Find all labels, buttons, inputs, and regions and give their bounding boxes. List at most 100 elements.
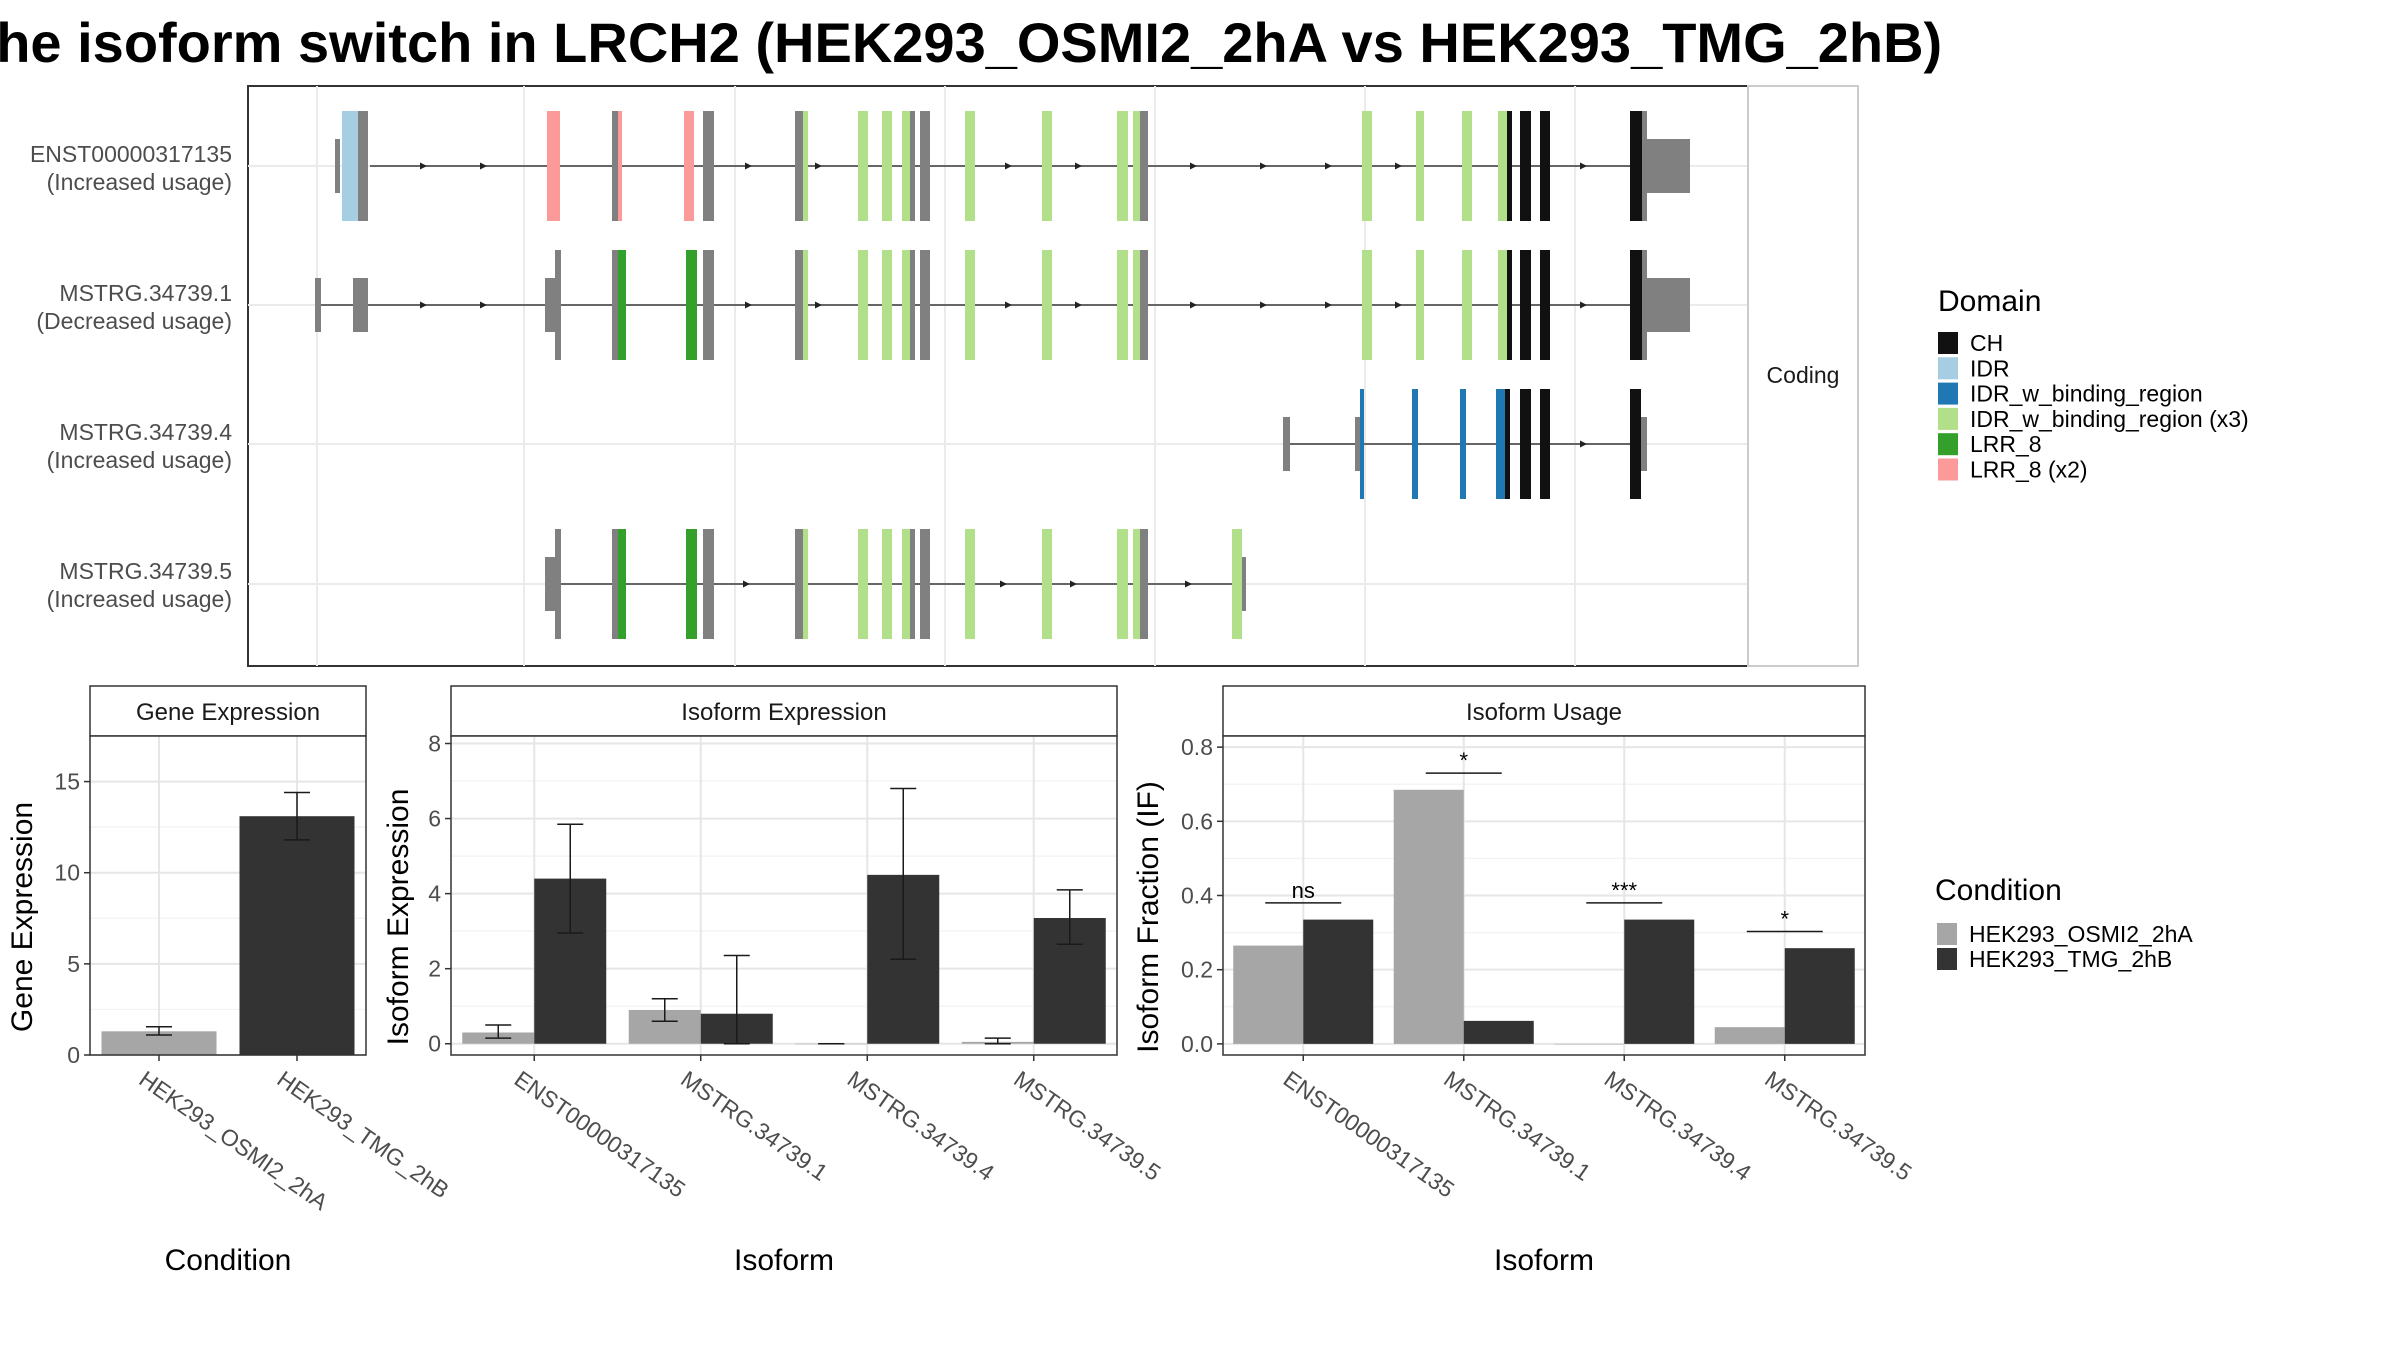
exon-block-1-11 — [920, 250, 930, 360]
isoform-expression-xlabel: Isoform — [734, 1244, 834, 1277]
exon-block-1-2 — [618, 250, 626, 360]
exon-block-2-7 — [1630, 389, 1641, 499]
intron-arrow-0-9 — [1395, 162, 1402, 170]
intron-arrow-0-8 — [1325, 162, 1332, 170]
intron-arrow-0-5 — [1075, 162, 1082, 170]
p2-xtick-label-2: MSTRG.34739.4 — [1600, 1066, 1756, 1186]
domain-legend-key-3 — [1938, 407, 1958, 430]
transcript-track-0 — [335, 111, 1690, 221]
exon-block-1-12 — [965, 250, 975, 360]
exon-block-0-18 — [1140, 111, 1148, 221]
gene-expression-xlabel: Condition — [165, 1244, 292, 1277]
exon-block-1-5 — [795, 250, 806, 360]
p0-bar-0-1 — [239, 816, 355, 1055]
exon-block-3-10 — [910, 529, 915, 639]
utr-block-0-0 — [335, 139, 340, 193]
intron-arrow-1-3 — [815, 301, 822, 309]
intron-arrow-1-10 — [1580, 301, 1587, 309]
domain-legend-key-0 — [1938, 332, 1958, 354]
isoform-usage-3: (Increased usage) — [47, 586, 232, 612]
exon-block-3-13 — [1042, 529, 1052, 639]
intron-arrow-1-0 — [420, 301, 427, 309]
exon-block-1-15 — [1133, 250, 1140, 360]
exon-block-0-24 — [1520, 111, 1531, 221]
p2-ytick-label-1: 0.2 — [1181, 957, 1213, 983]
utr-block-3-0 — [545, 557, 555, 611]
p2-ytick-label-2: 0.4 — [1181, 883, 1213, 909]
intron-arrow-1-1 — [480, 301, 487, 309]
exon-block-0-16 — [1117, 111, 1128, 221]
intron-arrow-0-1 — [480, 162, 487, 170]
exon-block-0-13 — [920, 111, 930, 221]
intron-arrow-3-3 — [1185, 580, 1192, 588]
page-title: The isoform switch in LRCH2 (HEK293_OSMI… — [0, 11, 1943, 74]
p2-xtick-label-1: MSTRG.34739.1 — [1439, 1066, 1595, 1186]
structure-strip — [1747, 85, 1859, 667]
p1-xtick-label-0: ENST00000317135 — [510, 1066, 690, 1203]
p0-ytick-label-0: 0 — [67, 1042, 80, 1068]
p1-ytick-label-1: 2 — [428, 956, 441, 982]
exon-block-3-17 — [1232, 529, 1242, 639]
exon-block-1-25 — [1642, 250, 1647, 360]
exon-block-1-21 — [1507, 250, 1512, 360]
p2-bar-1-3 — [1784, 948, 1855, 1044]
p1-xtick-label-3: MSTRG.34739.5 — [1009, 1066, 1165, 1186]
exon-block-2-5 — [1520, 389, 1531, 499]
exon-block-3-14 — [1117, 529, 1128, 639]
isoform-label-1: MSTRG.34739.1 — [59, 280, 232, 306]
utr-block-2-0 — [1283, 417, 1290, 471]
p2-bar-0-0 — [1233, 945, 1304, 1044]
exon-block-2-3 — [1496, 389, 1505, 499]
exon-block-0-10 — [882, 111, 892, 221]
exon-block-1-22 — [1520, 250, 1531, 360]
exon-block-0-7 — [795, 111, 806, 221]
exon-block-0-3 — [612, 111, 618, 221]
exon-block-0-27 — [1642, 111, 1647, 221]
p1-xtick-label-1: MSTRG.34739.1 — [676, 1066, 832, 1186]
exon-block-0-9 — [858, 111, 868, 221]
exon-block-1-1 — [612, 250, 618, 360]
isoform-usage-strip-title: Isoform Usage — [1466, 699, 1622, 726]
exon-block-1-20 — [1498, 250, 1507, 360]
intron-arrow-3-0 — [743, 580, 750, 588]
p2-ytick-label-0: 0.0 — [1181, 1031, 1213, 1057]
intron-arrow-1-6 — [1190, 301, 1197, 309]
gene-expression-ylabel: Gene Expression — [6, 802, 39, 1032]
p2-sig-label-2: *** — [1611, 878, 1637, 903]
isoform-usage-1: (Decreased usage) — [36, 308, 232, 334]
p2-bar-0-1 — [1393, 789, 1464, 1044]
domain-legend-label-4: LRR_8 — [1970, 431, 2042, 457]
structure-tracks — [315, 111, 1690, 639]
p2-ytick-label-4: 0.8 — [1181, 734, 1213, 760]
exon-block-1-13 — [1042, 250, 1052, 360]
p2-xtick-label-0: ENST00000317135 — [1279, 1066, 1459, 1203]
intron-arrow-2-0 — [1580, 440, 1587, 448]
exon-block-3-1 — [612, 529, 618, 639]
p2-xtick-label-3: MSTRG.34739.5 — [1760, 1066, 1916, 1186]
intron-arrow-1-8 — [1325, 301, 1332, 309]
exon-block-1-6 — [803, 250, 808, 360]
domain-legend-title: Domain — [1938, 285, 2041, 318]
intron-arrow-3-1 — [1000, 580, 1007, 588]
domain-legend: Domain CHIDRIDR_w_binding_regionIDR_w_bi… — [1938, 285, 2249, 483]
exon-block-3-8 — [882, 529, 892, 639]
p1-ytick-label-0: 0 — [428, 1031, 441, 1057]
isoform-expression-strip-title: Isoform Expression — [681, 699, 886, 726]
exon-block-3-0 — [555, 529, 561, 639]
exon-block-1-4 — [703, 250, 714, 360]
intron-arrow-0-3 — [815, 162, 822, 170]
exon-block-1-18 — [1416, 250, 1424, 360]
domain-legend-key-5 — [1938, 458, 1958, 481]
exon-block-0-8 — [803, 111, 808, 221]
p0-ytick-label-2: 10 — [54, 860, 80, 886]
exon-block-0-5 — [684, 111, 694, 221]
exon-block-0-20 — [1416, 111, 1424, 221]
exon-block-0-6 — [703, 111, 714, 221]
exon-block-0-14 — [965, 111, 975, 221]
utr-block-1-2 — [545, 278, 555, 332]
exon-block-1-9 — [902, 250, 911, 360]
intron-arrow-1-5 — [1075, 301, 1082, 309]
intron-arrow-1-9 — [1395, 301, 1402, 309]
p0-bar-0-0 — [101, 1031, 217, 1055]
exon-block-2-2 — [1460, 389, 1466, 499]
